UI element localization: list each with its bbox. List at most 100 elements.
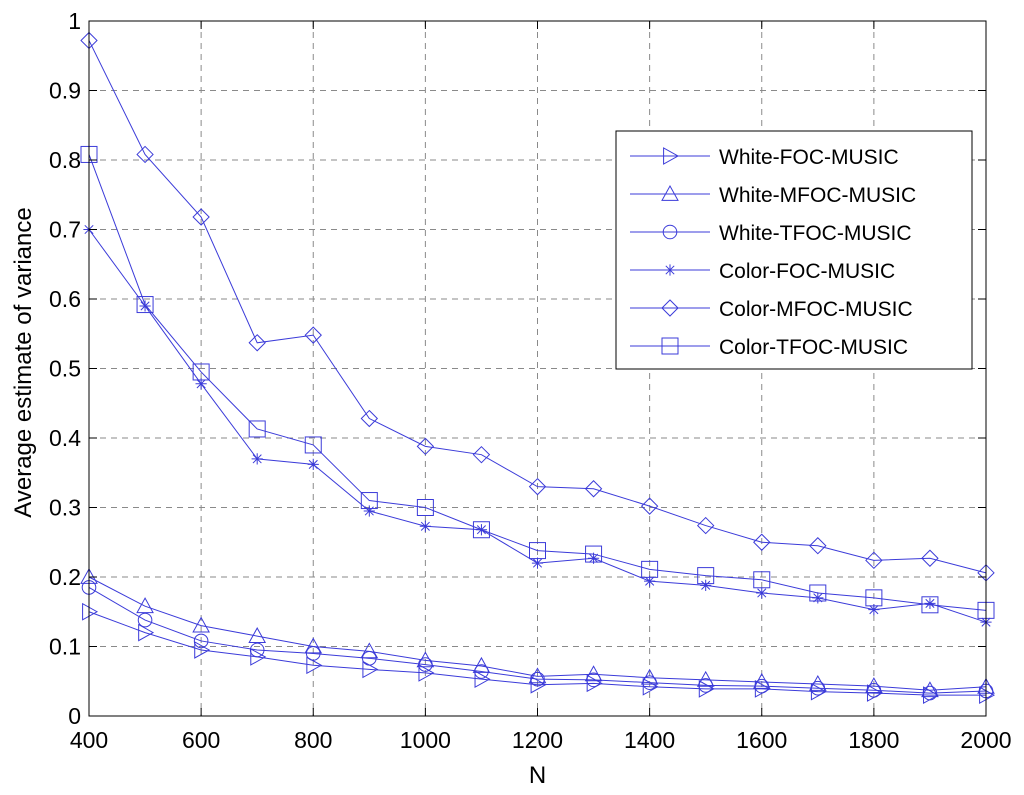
data-point-square bbox=[472, 521, 490, 539]
data-point-circle bbox=[922, 685, 938, 701]
y-tick-label: 0.1 bbox=[49, 634, 81, 660]
series-white-tfoc-music bbox=[81, 580, 994, 701]
series-layer bbox=[80, 31, 996, 704]
legend-marker-diamond bbox=[661, 299, 679, 317]
data-point-triangle-up bbox=[136, 597, 154, 614]
data-point-diamond bbox=[416, 437, 435, 456]
data-point-square bbox=[416, 499, 434, 516]
data-point-asterisk bbox=[644, 575, 656, 587]
data-point-diamond bbox=[192, 208, 210, 226]
data-point-triangle-right bbox=[979, 686, 996, 704]
data-point-triangle-up bbox=[248, 627, 267, 643]
legend-item: Color-TFOC-MUSIC bbox=[630, 336, 908, 359]
y-tick-label: 0.5 bbox=[49, 356, 81, 382]
data-point-asterisk bbox=[419, 520, 431, 532]
y-tick-label: 0.8 bbox=[49, 147, 81, 173]
x-tick-label: 1200 bbox=[512, 727, 563, 753]
series-line bbox=[88, 154, 987, 611]
legend-marker-triangle-right bbox=[663, 147, 680, 165]
y-tick-label: 0 bbox=[68, 703, 81, 729]
data-point-asterisk bbox=[195, 378, 207, 390]
data-point-diamond bbox=[528, 477, 547, 496]
legend-label: Color-TFOC-MUSIC bbox=[719, 336, 908, 359]
legend-item: White-TFOC-MUSIC bbox=[630, 222, 912, 245]
legend-label: Color-MFOC-MUSIC bbox=[719, 298, 913, 321]
data-point-diamond bbox=[136, 145, 154, 164]
data-point-diamond bbox=[753, 533, 771, 551]
data-point-triangle-up bbox=[584, 665, 603, 682]
data-point-triangle-right bbox=[194, 641, 211, 659]
x-axis-label: N bbox=[529, 762, 546, 789]
legend-item: White-MFOC-MUSIC bbox=[630, 184, 916, 207]
data-point-square bbox=[248, 420, 266, 438]
data-point-circle bbox=[698, 678, 713, 693]
legend-marker-asterisk bbox=[664, 264, 676, 276]
data-point-triangle-up bbox=[192, 616, 210, 633]
data-point-circle bbox=[418, 657, 433, 672]
data-point-asterisk bbox=[868, 604, 880, 616]
data-point-diamond bbox=[921, 549, 939, 567]
data-point-triangle-up bbox=[472, 656, 491, 673]
series-line bbox=[88, 576, 987, 691]
data-point-triangle-right bbox=[138, 623, 155, 642]
data-point-square bbox=[641, 560, 659, 578]
data-point-circle bbox=[249, 642, 265, 658]
legend: White-FOC-MUSIC White-MFOC-MUSIC White-TFO… bbox=[615, 130, 973, 370]
data-point-asterisk bbox=[363, 505, 375, 517]
legend-item: Color-FOC-MUSIC bbox=[630, 260, 895, 283]
legend-marker-square bbox=[661, 337, 679, 355]
legend-label: White-MFOC-MUSIC bbox=[719, 184, 916, 207]
data-point-asterisk bbox=[139, 300, 151, 312]
data-point-triangle-right bbox=[82, 602, 99, 621]
data-point-square bbox=[809, 584, 827, 602]
data-point-circle bbox=[530, 671, 545, 687]
legend-label: Color-FOC-MUSIC bbox=[719, 260, 895, 283]
data-point-diamond bbox=[640, 497, 659, 515]
data-point-diamond bbox=[809, 537, 827, 555]
x-tick-label: 600 bbox=[182, 727, 220, 753]
data-point-square bbox=[865, 589, 883, 607]
data-point-circle bbox=[586, 672, 601, 688]
data-point-asterisk bbox=[756, 587, 768, 599]
x-tick-label: 1800 bbox=[848, 727, 899, 753]
data-point-square bbox=[697, 567, 715, 585]
data-point-triangle-right bbox=[250, 648, 267, 666]
x-tick-label: 2000 bbox=[960, 727, 1011, 753]
data-point-circle bbox=[474, 664, 489, 679]
data-point-circle bbox=[305, 646, 321, 661]
data-point-diamond bbox=[865, 551, 883, 570]
y-tick-label: 1 bbox=[68, 8, 81, 34]
x-tick-label: 1600 bbox=[736, 727, 787, 753]
y-tick-label: 0.4 bbox=[49, 425, 81, 451]
x-tick-label: 800 bbox=[294, 727, 332, 753]
data-point-triangle-up bbox=[696, 670, 715, 687]
y-tick-label: 0.2 bbox=[49, 564, 81, 590]
data-point-circle bbox=[642, 675, 657, 690]
data-point-diamond bbox=[584, 480, 603, 498]
data-point-diamond bbox=[248, 334, 266, 352]
data-point-asterisk bbox=[924, 597, 936, 610]
legend-marker-circle bbox=[662, 224, 678, 240]
data-point-square bbox=[192, 363, 210, 381]
y-axis-label: Average estimate of variance bbox=[10, 207, 37, 517]
y-tick-label: 0.6 bbox=[49, 286, 81, 312]
data-point-circle bbox=[193, 633, 209, 649]
data-point-circle bbox=[362, 651, 377, 666]
data-point-asterisk bbox=[531, 557, 544, 569]
series-color-mfoc-music bbox=[80, 31, 995, 582]
data-point-triangle-up bbox=[921, 681, 939, 698]
data-point-triangle-right bbox=[530, 675, 547, 694]
data-point-square bbox=[921, 596, 939, 614]
data-point-asterisk bbox=[307, 458, 319, 471]
data-point-circle bbox=[137, 612, 153, 628]
x-tick-label: 400 bbox=[70, 727, 108, 753]
legend-box bbox=[615, 130, 973, 370]
data-point-square bbox=[529, 542, 546, 560]
data-point-circle bbox=[754, 678, 770, 694]
data-point-square bbox=[136, 296, 154, 314]
legend-label: White-TFOC-MUSIC bbox=[719, 222, 912, 245]
legend-item: White-FOC-MUSIC bbox=[630, 146, 899, 169]
y-tick-label: 0.3 bbox=[49, 495, 81, 521]
series-line bbox=[88, 611, 986, 696]
